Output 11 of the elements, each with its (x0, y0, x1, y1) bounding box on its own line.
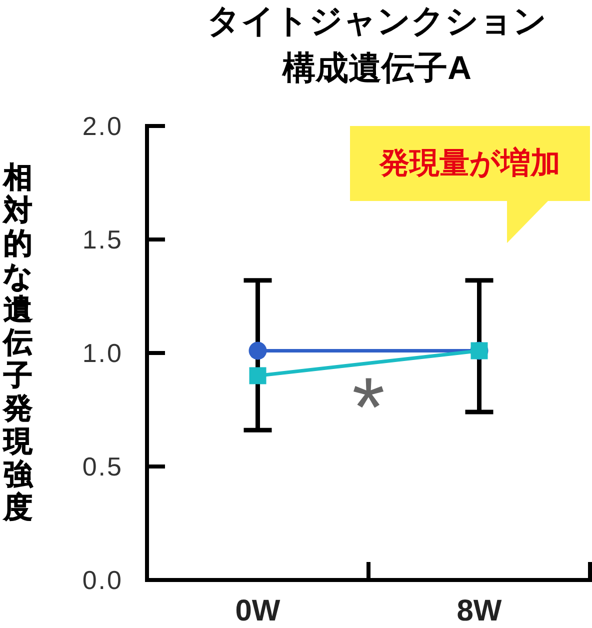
annotation: * (352, 360, 385, 454)
y-axis-title: 相対的な遺伝子発現強度 (3, 162, 33, 524)
y-tick-label: 2.0 (82, 111, 123, 141)
y-tick-label: 1.0 (82, 338, 123, 368)
y-tick-label: 0.5 (82, 452, 123, 482)
chart-title: タイトジャンクション構成遺伝子A (207, 2, 547, 86)
y-tick-label: 0.0 (82, 565, 123, 595)
x-tick-label: 8W (456, 594, 502, 628)
y-tick-label: 1.5 (82, 224, 123, 254)
x-tick-label: 0W (235, 594, 281, 628)
annotation: 発現量が増加 (378, 146, 560, 180)
